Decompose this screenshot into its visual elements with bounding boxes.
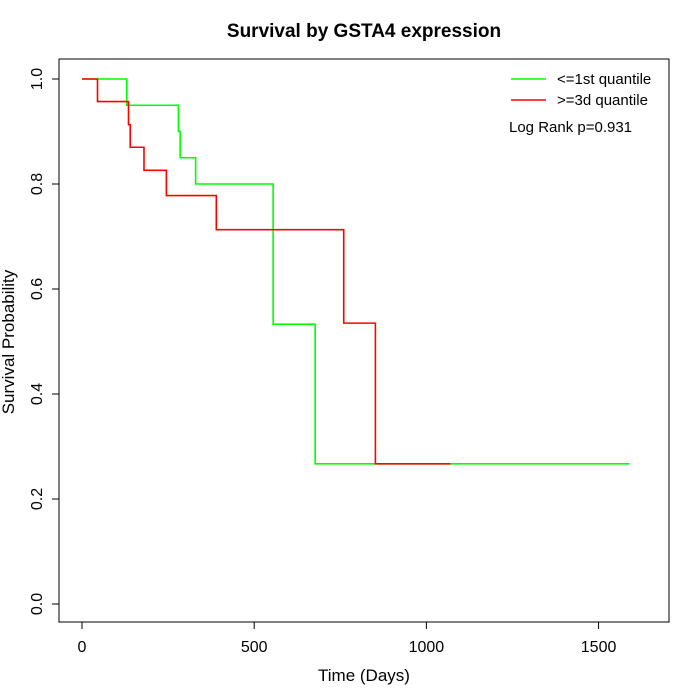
series-line-1 xyxy=(82,78,630,465)
y-tick-label: 0.4 xyxy=(29,383,46,405)
x-tick-label: 1000 xyxy=(409,639,445,656)
x-axis-label: Time (Days) xyxy=(318,666,410,685)
y-tick-label: 0.2 xyxy=(29,488,46,510)
y-tick-label: 1.0 xyxy=(29,68,46,90)
y-axis-label: Survival Probability xyxy=(0,269,18,414)
x-tick-label: 0 xyxy=(78,639,87,656)
x-axis: 0 500 1000 1500 xyxy=(78,622,617,656)
y-tick-label: 0.6 xyxy=(29,278,46,300)
legend-label: <=1st quantile xyxy=(557,71,651,88)
x-tick-label: 500 xyxy=(241,639,268,656)
legend: <=1st quantile >=3d quantile xyxy=(511,71,651,109)
series-line-2 xyxy=(82,78,451,465)
y-tick-label: 0.8 xyxy=(29,173,46,195)
x-tick-label: 1500 xyxy=(581,639,617,656)
log-rank-annotation: Log Rank p=0.931 xyxy=(509,119,632,136)
legend-label: >=3d quantile xyxy=(557,92,648,109)
y-tick-label: 0.0 xyxy=(29,593,46,615)
chart-title: Survival by GSTA4 expression xyxy=(227,21,501,42)
plot-frame xyxy=(58,58,670,623)
series-layer xyxy=(82,78,630,465)
y-axis: 0.0 0.2 0.4 0.6 0.8 1.0 xyxy=(29,68,59,615)
